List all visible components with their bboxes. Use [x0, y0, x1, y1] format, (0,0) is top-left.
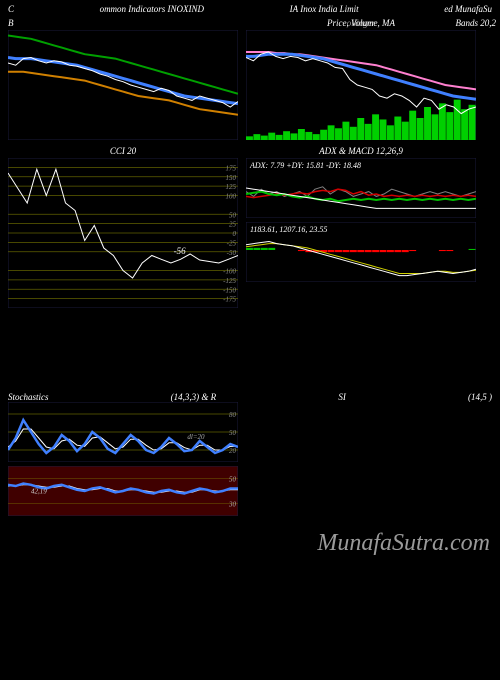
bb-title-left: B: [8, 16, 14, 30]
svg-text:-100: -100: [223, 268, 236, 276]
stoch-mid2: SI: [338, 392, 346, 402]
svg-text:-175: -175: [223, 296, 236, 304]
stoch-mid1: (14,3,3) & R: [171, 392, 217, 402]
svg-text:dl=20: dl=20: [187, 433, 205, 441]
svg-text:ADX: 7.79 +DY: 15.81 -DY: 18.4: ADX: 7.79 +DY: 15.81 -DY: 18.48: [249, 161, 361, 170]
chart-price: [246, 30, 476, 140]
chart-cci: 175 150125 100 50 250-25 -50 -100-125-150 -175 -…: [8, 158, 238, 308]
svg-text:50: 50: [229, 429, 237, 437]
stoch-left: Stochastics: [8, 392, 49, 402]
svg-text:50: 50: [229, 476, 237, 484]
panel-rsi: 50 30 42,19: [8, 466, 492, 516]
svg-text:1183.61, 1207.16, 23.55: 1183.61, 1207.16, 23.55: [250, 225, 327, 234]
header-right: ed MunafaSu: [444, 4, 492, 12]
watermark: MunafaSutra.com: [317, 530, 490, 557]
svg-text:25: 25: [229, 221, 237, 229]
page-header: C ommon Indicators INOXIND IA Inox India…: [0, 0, 500, 16]
svg-text:150: 150: [226, 174, 237, 182]
header-mid1: ommon Indicators INOXIND: [100, 4, 205, 12]
bands-label: Bands 20,2: [456, 16, 497, 30]
panel-stoch: 80 50 20 dl=20: [8, 402, 492, 462]
price-title-overlay: ollinger: [347, 16, 376, 30]
panel-adx: ADX & MACD 12,26,9 ADX: 7.79 +DY: 15.81 …: [246, 144, 476, 218]
svg-text:-50: -50: [227, 249, 237, 257]
svg-text:42,19: 42,19: [31, 488, 47, 496]
svg-text:100: 100: [226, 193, 237, 201]
chart-adx: ADX: 7.79 +DY: 15.81 -DY: 18.48: [246, 158, 476, 218]
header-mid2: IA Inox India Limit: [290, 4, 359, 12]
svg-text:30: 30: [228, 501, 237, 509]
row-bottom: 80 50 20 dl=20 50 30 42,19: [0, 402, 500, 516]
chart-macd: 1183.61, 1207.16, 23.55: [246, 222, 476, 282]
adx-title: ADX & MACD 12,26,9: [319, 146, 403, 156]
panel-price: Price, Volume, MA ollinger Bands 20,2: [246, 16, 476, 140]
svg-text:0: 0: [233, 230, 237, 238]
svg-text:50: 50: [229, 211, 237, 219]
panel-macd: 1183.61, 1207.16, 23.55: [246, 222, 476, 282]
header-left: C: [8, 4, 14, 12]
chart-bollinger: [8, 30, 238, 140]
panel-cci: CCI 20 17515012510050250-25-50-100-125-1…: [8, 144, 238, 308]
svg-text:175: 175: [226, 164, 237, 172]
chart-rsi: 50 30 42,19: [8, 466, 238, 516]
cci-title: CCI 20: [110, 146, 136, 156]
svg-text:20: 20: [229, 447, 237, 455]
stoch-right: (14,5 ): [468, 392, 492, 402]
adx-macd-stack: ADX & MACD 12,26,9 ADX: 7.79 +DY: 15.81 …: [246, 144, 476, 312]
row-top: B Price, Volume, MA ollinger Bands 20,2: [0, 16, 500, 144]
svg-text:125: 125: [226, 183, 237, 191]
row-mid: CCI 20 17515012510050250-25-50-100-125-1…: [0, 144, 500, 312]
svg-text:-150: -150: [223, 286, 236, 294]
svg-text:-25: -25: [227, 239, 237, 247]
svg-text:-56: -56: [174, 246, 186, 256]
svg-text:80: 80: [229, 411, 237, 419]
panel-bollinger: B: [8, 16, 238, 140]
chart-stoch: 80 50 20 dl=20: [8, 402, 238, 462]
svg-text:-125: -125: [223, 277, 236, 285]
stoch-header: Stochastics (14,3,3) & R SI (14,5 ): [0, 392, 500, 402]
